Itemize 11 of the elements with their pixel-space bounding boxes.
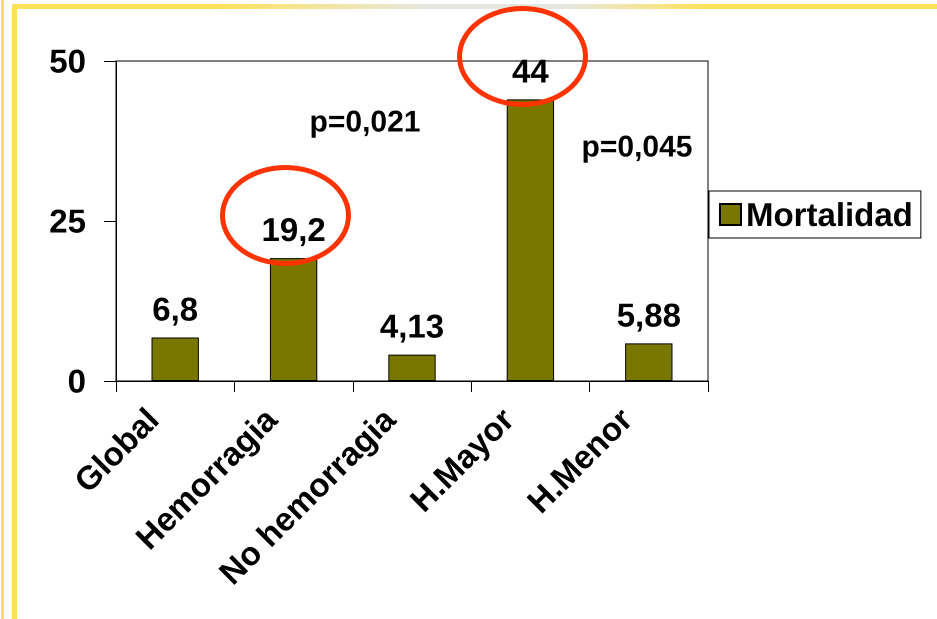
- data-label: 44: [512, 52, 550, 90]
- annotation: p=0,021: [310, 106, 420, 138]
- legend-label: Mortalidad: [746, 196, 913, 233]
- data-label: 19,2: [261, 211, 326, 248]
- y-tick-label: 0: [68, 362, 86, 400]
- y-tick-label: 25: [49, 202, 86, 240]
- data-label: 5,88: [616, 296, 681, 334]
- annotation: p=0,045: [582, 130, 692, 164]
- data-label: 6,8: [152, 290, 198, 328]
- y-tick-label: 50: [49, 42, 86, 80]
- data-label: 4,13: [380, 308, 444, 345]
